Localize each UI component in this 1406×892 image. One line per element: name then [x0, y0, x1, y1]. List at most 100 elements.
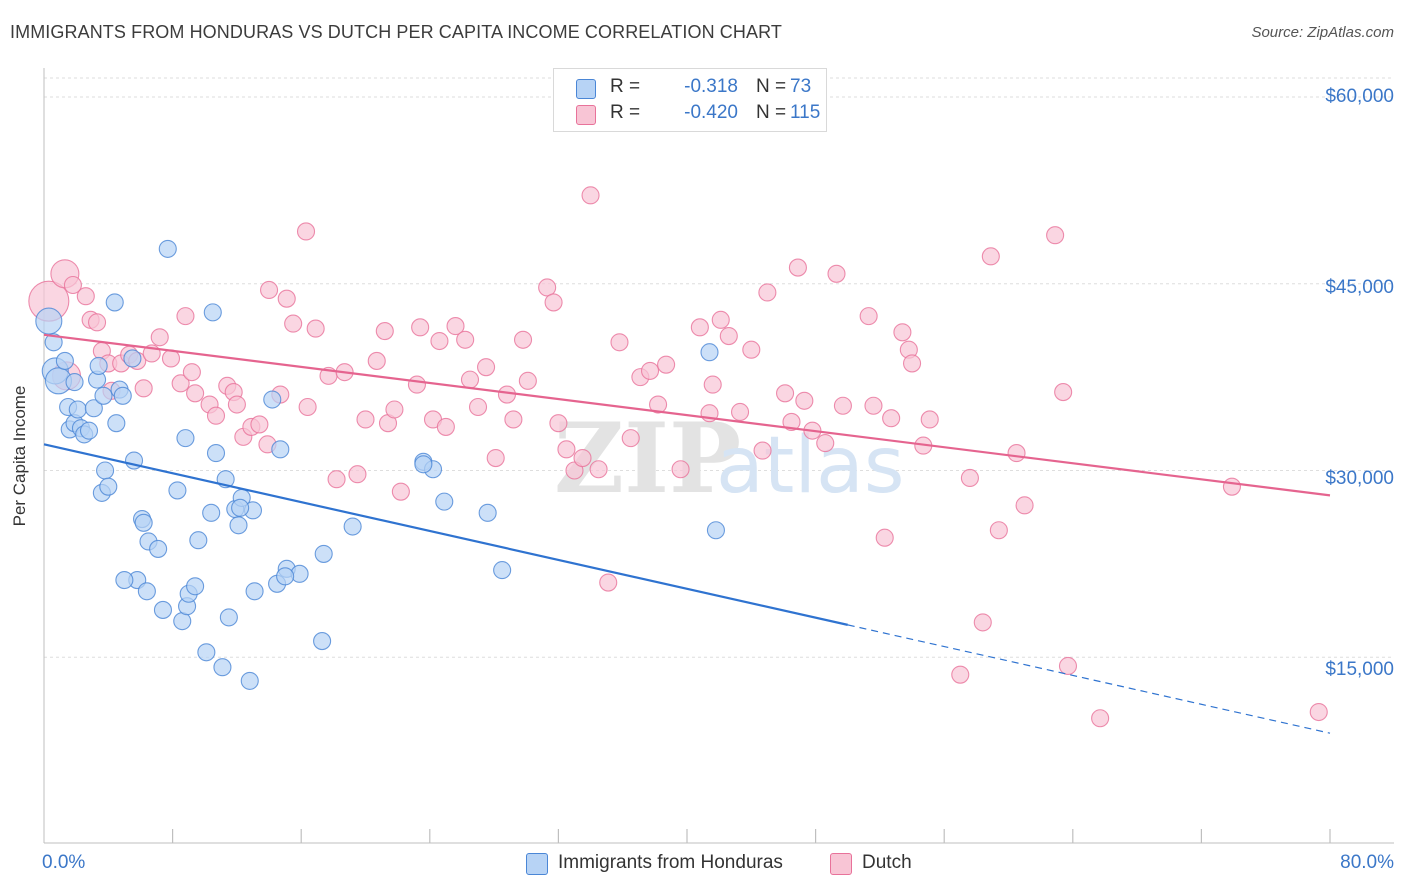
honduras-point [414, 455, 433, 474]
dutch-point [951, 665, 970, 684]
dutch-point [730, 402, 750, 422]
dutch-point [134, 379, 153, 398]
honduras-point [343, 517, 362, 536]
dutch-point [640, 361, 660, 380]
honduras-point [263, 390, 282, 409]
honduras-point [240, 671, 259, 690]
x-tick-label-right: 80.0% [1340, 852, 1394, 873]
dutch-point [298, 397, 317, 417]
dutch-point [327, 470, 346, 489]
legend-n-value: 73 [790, 76, 812, 97]
dutch-point [1015, 496, 1034, 515]
axes [43, 68, 1394, 844]
dutch-point [407, 375, 426, 394]
dutch-trend-line [43, 333, 1331, 497]
honduras-point [245, 582, 264, 601]
legend-n-value: 115 [790, 102, 821, 123]
dutch-point [1091, 709, 1110, 728]
legend-n-label: N = [756, 76, 787, 97]
dutch-point [538, 278, 557, 297]
honduras-points [35, 239, 725, 690]
dutch-point [960, 468, 979, 488]
dutch-point [788, 258, 807, 277]
honduras-point [35, 307, 63, 335]
dutch-point [875, 528, 894, 547]
dutch-point [864, 396, 883, 415]
honduras-point [149, 539, 168, 558]
dutch-point [411, 318, 430, 337]
honduras-point [276, 567, 295, 586]
honduras-point [206, 444, 226, 463]
honduras-point [158, 239, 177, 258]
dutch-point [497, 385, 517, 404]
honduras-point [89, 356, 108, 375]
honduras-point [96, 461, 115, 480]
dutch-point [581, 186, 600, 205]
honduras-point [202, 503, 221, 522]
honduras-point [44, 333, 63, 352]
honduras-point [213, 658, 232, 677]
honduras-point [134, 513, 153, 532]
chart-title: IMMIGRANTS FROM HONDURAS VS DUTCH PER CA… [10, 22, 782, 42]
dutch-point [1309, 702, 1328, 722]
legend-swatch-pink [830, 853, 852, 875]
dutch-point [385, 400, 404, 419]
dutch-point [690, 318, 709, 337]
dutch-point [284, 314, 303, 333]
dutch-point [981, 247, 1000, 266]
honduras-point [173, 612, 192, 631]
dutch-point [186, 384, 205, 403]
honduras-point [435, 492, 454, 511]
watermark: ZIP atlas [554, 402, 905, 515]
legend-r-label: R = [610, 76, 641, 97]
dutch-point [557, 440, 576, 459]
dutch-point [306, 319, 325, 338]
honduras-trend-line [43, 443, 848, 626]
honduras-point [168, 481, 187, 500]
dutch-point [833, 396, 852, 415]
honduras-point [153, 600, 173, 619]
source-label: Source: ZipAtlas.com [1251, 24, 1394, 41]
honduras-point [107, 414, 126, 433]
legend-item-label: Immigrants from Honduras [558, 852, 783, 873]
dutch-point [436, 417, 455, 436]
legend-item-label: Dutch [862, 852, 912, 873]
dutch-point [391, 482, 410, 501]
dutch-point [782, 412, 801, 431]
dutch-point [920, 410, 939, 429]
dutch-point [711, 310, 730, 329]
dutch-point [356, 410, 375, 429]
dutch-point [816, 434, 835, 453]
honduras-point [493, 561, 512, 580]
dutch-point [719, 326, 738, 346]
series-legend: Immigrants from Honduras Dutch [0, 852, 1406, 878]
dutch-point [375, 322, 394, 341]
honduras-point [79, 421, 99, 440]
dutch-point [902, 354, 922, 373]
dutch-point [599, 573, 618, 592]
honduras-point [137, 582, 156, 601]
dutch-point [150, 328, 169, 347]
legend-r-value: -0.318 [684, 76, 738, 97]
dutch-point [893, 323, 912, 342]
dutch-point [610, 333, 629, 352]
honduras-point [84, 399, 103, 418]
dutch-point [758, 283, 777, 302]
honduras-point [197, 643, 216, 662]
dutch-point [182, 363, 201, 382]
dutch-point [1054, 383, 1073, 402]
honduras-point [105, 293, 124, 312]
gridlines [44, 77, 1394, 658]
honduras-point [229, 516, 248, 535]
y-axis-label: Per Capita Income [10, 385, 29, 527]
honduras-point [313, 632, 332, 651]
dutch-point [657, 355, 676, 374]
dutch-point [513, 330, 533, 349]
dutch-points [28, 186, 1328, 728]
dutch-point [973, 613, 992, 632]
honduras-point [706, 521, 725, 540]
dutch-point [989, 521, 1008, 540]
dutch-point [573, 448, 592, 468]
dutch-point [621, 429, 640, 448]
honduras-point [68, 400, 87, 419]
